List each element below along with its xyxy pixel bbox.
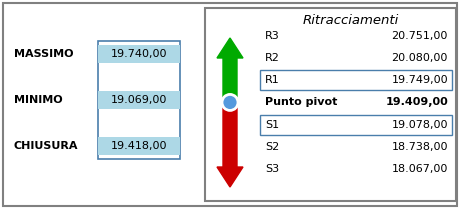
Text: MASSIMO: MASSIMO: [14, 49, 73, 59]
Bar: [98, 45, 179, 63]
Text: MINIMO: MINIMO: [14, 95, 62, 105]
Bar: [259, 115, 451, 135]
FancyArrow shape: [217, 106, 242, 187]
Bar: [98, 41, 179, 159]
Bar: [205, 8, 455, 201]
Text: Punto pivot: Punto pivot: [264, 97, 336, 107]
Text: 18.738,00: 18.738,00: [391, 142, 447, 152]
Text: 18.067,00: 18.067,00: [391, 164, 447, 174]
Text: R3: R3: [264, 31, 279, 41]
Text: R2: R2: [264, 53, 279, 63]
Text: S3: S3: [264, 164, 279, 174]
Text: 19.078,00: 19.078,00: [391, 120, 447, 130]
Text: R1: R1: [264, 75, 279, 85]
Text: Ritracciamenti: Ritracciamenti: [302, 14, 398, 27]
Text: 19.069,00: 19.069,00: [111, 95, 167, 105]
FancyArrow shape: [217, 38, 242, 98]
Circle shape: [222, 94, 237, 110]
Bar: [98, 137, 179, 155]
Text: CHIUSURA: CHIUSURA: [14, 141, 78, 151]
Text: 19.418,00: 19.418,00: [111, 141, 167, 151]
Text: 19.740,00: 19.740,00: [111, 49, 167, 59]
Text: 19.409,00: 19.409,00: [385, 97, 447, 107]
Text: 20.080,00: 20.080,00: [391, 53, 447, 63]
Text: 19.749,00: 19.749,00: [391, 75, 447, 85]
Text: S1: S1: [264, 120, 279, 130]
Text: 20.751,00: 20.751,00: [391, 31, 447, 41]
Text: S2: S2: [264, 142, 279, 152]
Bar: [259, 70, 451, 90]
Bar: [98, 91, 179, 109]
